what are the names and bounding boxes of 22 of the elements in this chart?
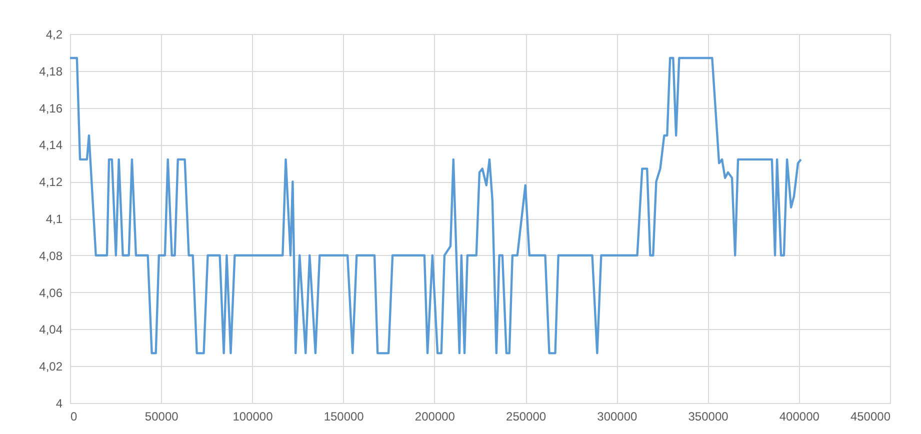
y-tick-label: 4,12: [39, 175, 63, 190]
x-tick-label: 450000: [850, 410, 891, 424]
y-tick-label: 4,14: [39, 138, 63, 152]
x-tick-label: 250000: [506, 410, 546, 424]
line-series: [68, 56, 802, 354]
x-tick-label: 400000: [779, 410, 820, 424]
y-tick-label: 4: [56, 396, 63, 410]
x-tick-label: 350000: [688, 410, 729, 424]
x-tick-label: 300000: [597, 410, 638, 424]
y-tick-label: 4,08: [39, 248, 63, 263]
x-tick-label: 50000: [144, 410, 179, 424]
y-tick-label: 4,16: [39, 101, 63, 116]
x-tick-label: 100000: [232, 410, 274, 424]
y-tick-label: 4,04: [39, 322, 63, 337]
x-tick-label: 0: [70, 410, 78, 424]
y-tick-label: 4,2: [46, 28, 63, 42]
x-tick-label: 200000: [414, 410, 456, 424]
x-tick-label: 150000: [324, 410, 364, 424]
y-tick-label: 4,18: [39, 64, 63, 78]
y-tick-label: 4,02: [39, 360, 63, 374]
y-tick-label: 4,1: [46, 212, 63, 226]
y-tick-label: 4,06: [39, 286, 63, 300]
